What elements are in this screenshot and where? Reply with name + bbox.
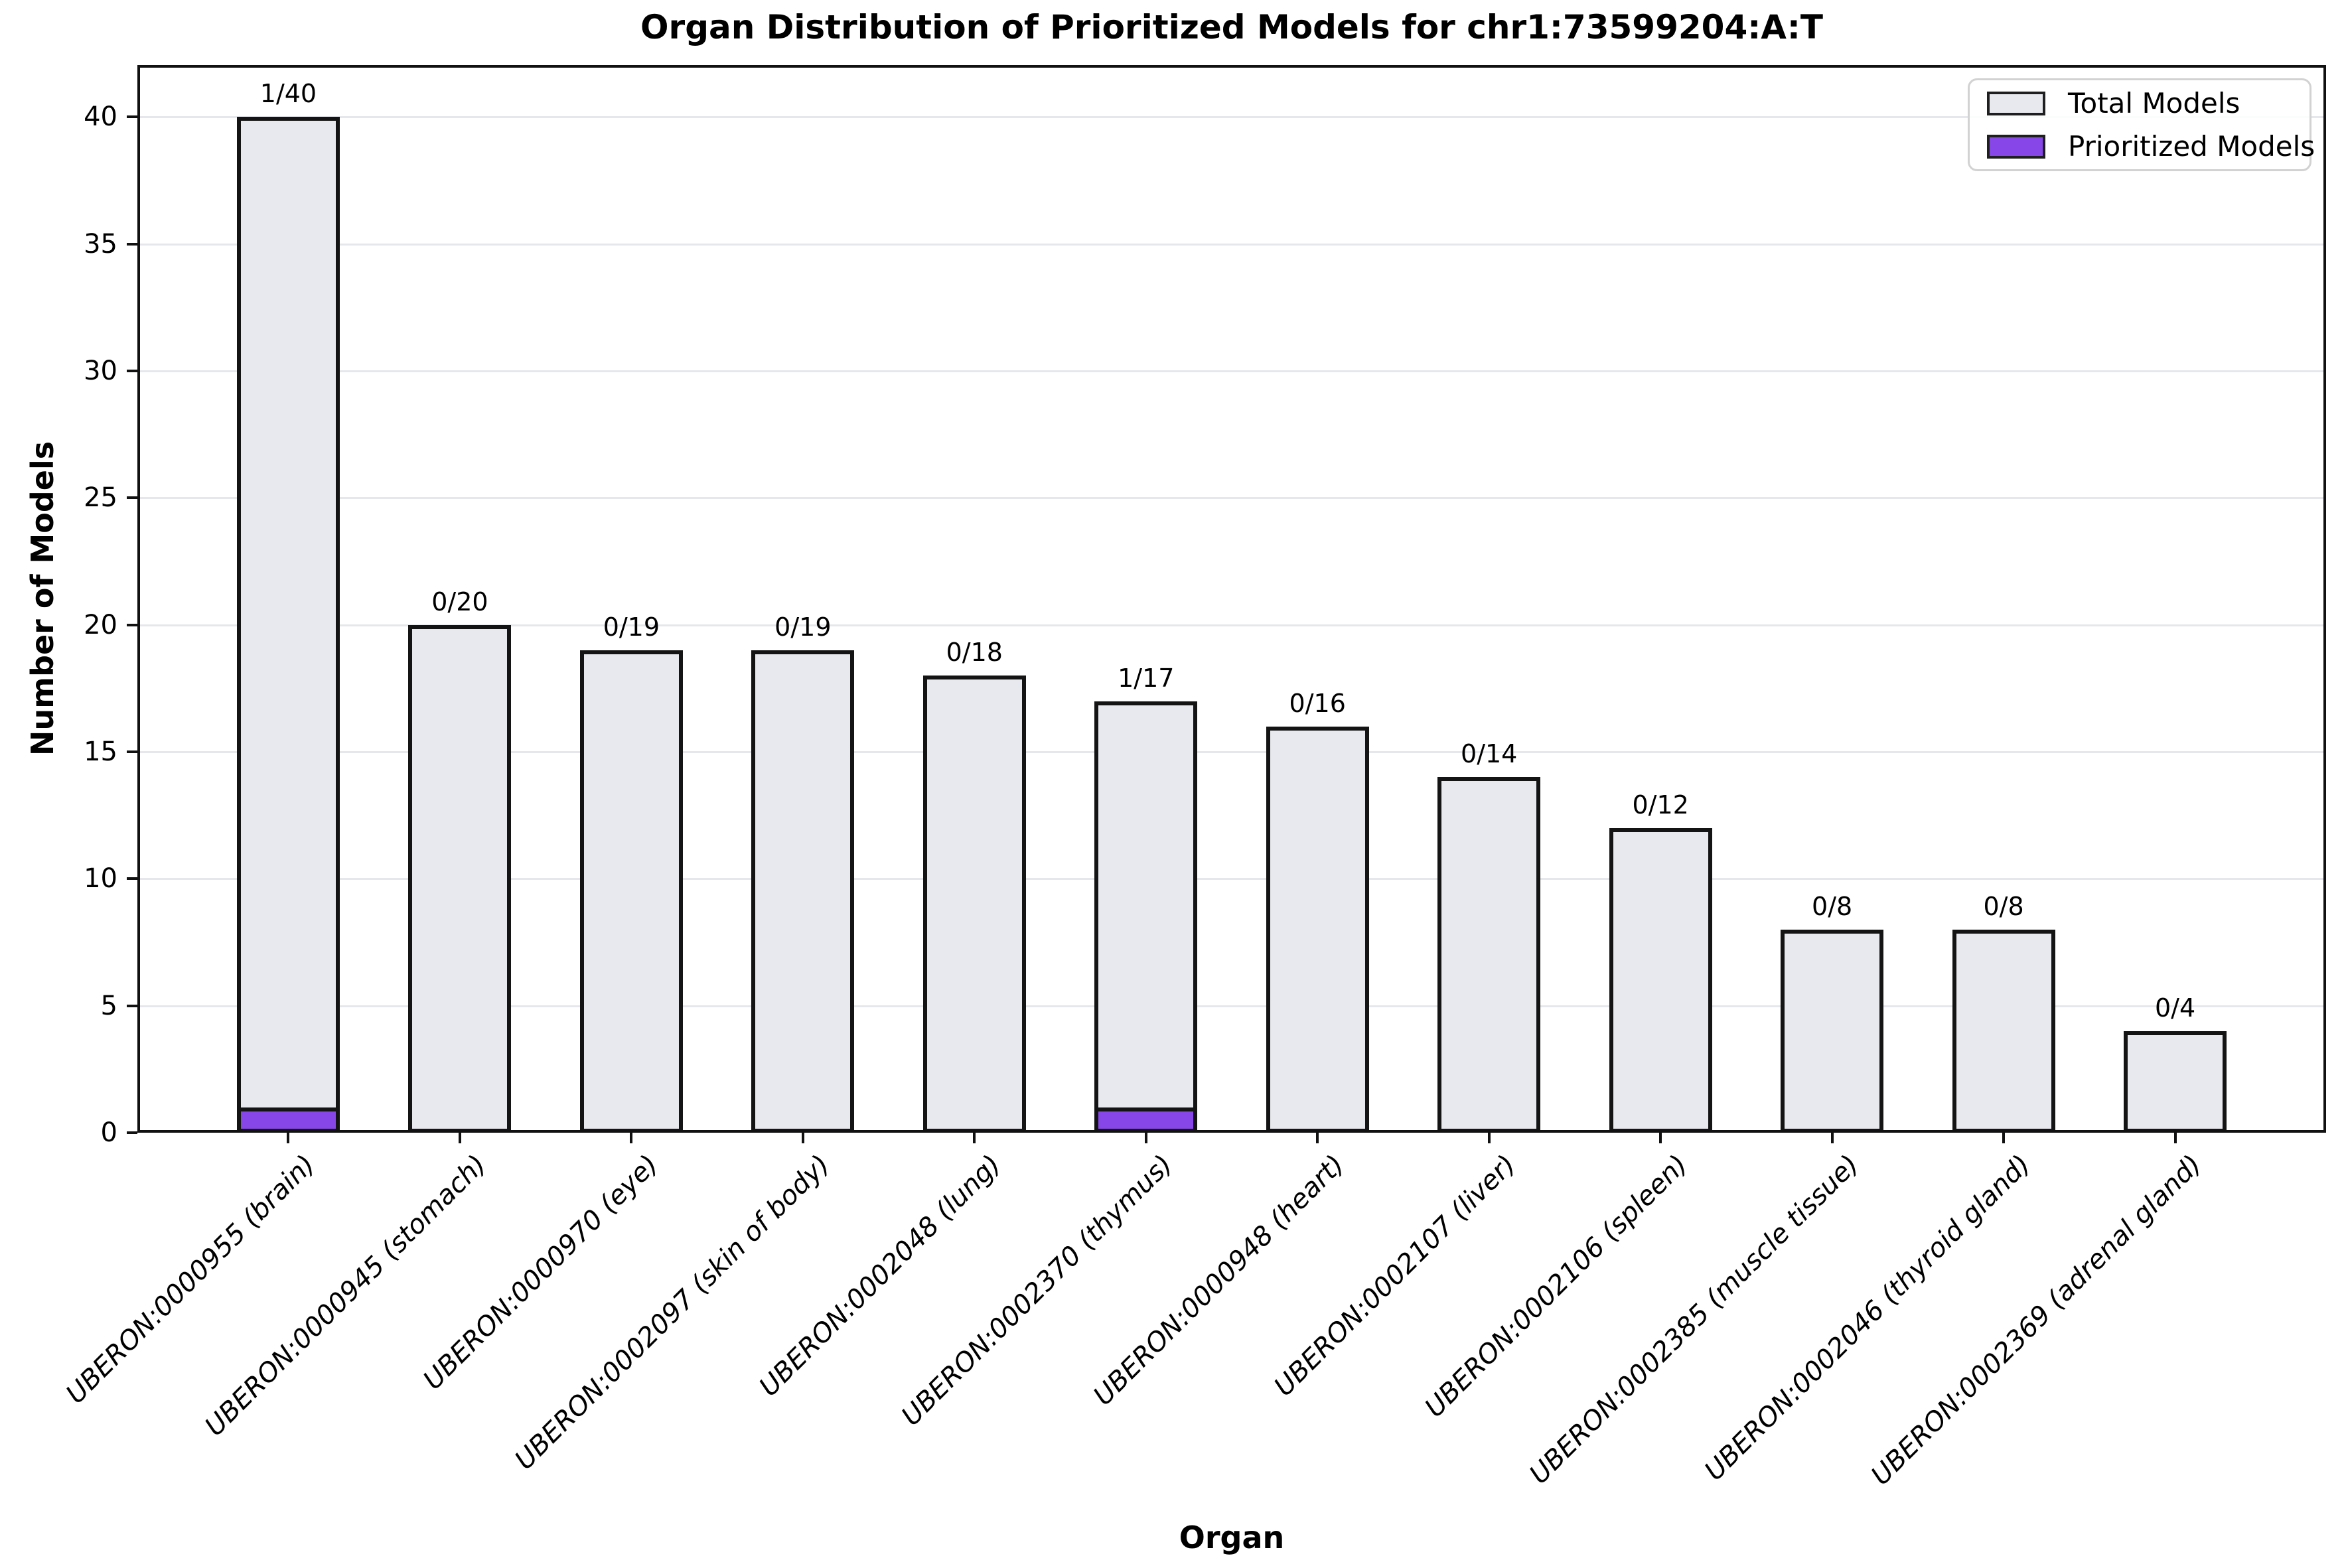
x-tick-label-11: UBERON:0002369 (adrenal gland) [1866, 1149, 2208, 1492]
bar-annotation-2: 0/19 [603, 612, 660, 642]
bar-total-11 [2124, 1031, 2227, 1133]
legend-item-total: Total Models [1987, 84, 2296, 122]
bar-total-6 [1266, 726, 1369, 1133]
chart-title: Organ Distribution of Prioritized Models… [640, 8, 1823, 46]
x-tick-5 [1144, 1133, 1147, 1143]
bar-total-0 [236, 117, 340, 1133]
x-tick-label-3: UBERON:0002097 (skin of body) [508, 1149, 836, 1476]
y-tick-35 [127, 242, 137, 246]
y-tick-label-30: 30 [84, 356, 117, 387]
total-models-swatch [1987, 91, 2045, 115]
legend-label-prioritized: Prioritized Models [2068, 129, 2315, 163]
bar-total-5 [1094, 701, 1198, 1133]
x-tick-1 [458, 1133, 461, 1143]
x-tick-10 [2002, 1133, 2006, 1143]
y-tick-40 [127, 115, 137, 119]
y-tick-label-40: 40 [84, 102, 117, 133]
y-tick-label-15: 15 [84, 737, 117, 768]
bar-total-9 [1781, 929, 1884, 1133]
x-tick-label-9: UBERON:0002385 (muscle tissue) [1523, 1149, 1865, 1490]
bar-annotation-4: 0/18 [946, 638, 1003, 668]
gridline-y-40 [137, 116, 2326, 119]
bar-annotation-11: 0/4 [2154, 993, 2196, 1023]
x-tick-0 [287, 1133, 290, 1143]
gridline-y-25 [137, 497, 2326, 500]
bar-annotation-3: 0/19 [774, 612, 832, 642]
gridline-y-10 [137, 878, 2326, 881]
gridline-y-35 [137, 243, 2326, 246]
x-tick-3 [801, 1133, 804, 1143]
legend-label-total: Total Models [2068, 86, 2240, 119]
y-tick-20 [127, 623, 137, 626]
x-tick-6 [1316, 1133, 1319, 1143]
bar-prioritized-5 [1094, 1107, 1198, 1133]
x-tick-2 [630, 1133, 633, 1143]
y-tick-10 [127, 877, 137, 881]
bar-annotation-10: 0/8 [1983, 891, 2024, 921]
y-tick-0 [127, 1131, 137, 1134]
gridline-y-15 [137, 751, 2326, 754]
x-tick-label-10: UBERON:0002046 (thyroid gland) [1698, 1149, 2037, 1487]
y-tick-25 [127, 496, 137, 500]
legend-item-prioritized: Prioritized Models [1987, 127, 2315, 165]
bar-total-7 [1437, 777, 1541, 1133]
bar-total-8 [1609, 827, 1712, 1133]
bar-annotation-6: 0/16 [1289, 688, 1346, 718]
bar-annotation-1: 0/20 [431, 587, 488, 616]
x-tick-8 [1659, 1133, 1662, 1143]
x-tick-7 [1487, 1133, 1491, 1143]
x-axis-title: Organ [1179, 1520, 1285, 1555]
bar-total-4 [922, 676, 1026, 1133]
y-tick-5 [127, 1004, 137, 1007]
legend: Total Models Prioritized Models [1968, 78, 2315, 171]
y-tick-label-0: 0 [100, 1117, 117, 1148]
bar-total-10 [1952, 929, 2055, 1133]
bar-total-2 [579, 650, 683, 1133]
y-axis-title: Number of Models [25, 441, 60, 756]
y-tick-label-10: 10 [84, 863, 117, 894]
x-tick-4 [973, 1133, 976, 1143]
x-tick-label-1: UBERON:0000945 (stomach) [199, 1149, 493, 1443]
bar-prioritized-0 [236, 1107, 340, 1133]
gridline-y-5 [137, 1005, 2326, 1007]
y-tick-15 [127, 750, 137, 754]
bar-annotation-0: 1/40 [259, 79, 317, 109]
y-tick-30 [127, 370, 137, 373]
y-tick-label-5: 5 [100, 990, 117, 1021]
gridline-y-30 [137, 370, 2326, 373]
bar-annotation-5: 1/17 [1118, 663, 1175, 693]
bar-total-1 [408, 624, 512, 1133]
bar-total-3 [751, 650, 855, 1133]
prioritized-models-swatch [1987, 134, 2045, 159]
y-tick-label-20: 20 [84, 609, 117, 640]
gridline-y-20 [137, 624, 2326, 626]
x-tick-11 [2173, 1133, 2177, 1143]
y-tick-label-35: 35 [84, 228, 117, 259]
x-tick-9 [1830, 1133, 1834, 1143]
y-tick-label-25: 25 [84, 482, 117, 514]
bar-annotation-8: 0/12 [1632, 790, 1689, 820]
bar-annotation-9: 0/8 [1812, 891, 1853, 921]
x-tick-label-5: UBERON:0002370 (thymus) [895, 1149, 1179, 1432]
bar-annotation-7: 0/14 [1461, 739, 1518, 769]
